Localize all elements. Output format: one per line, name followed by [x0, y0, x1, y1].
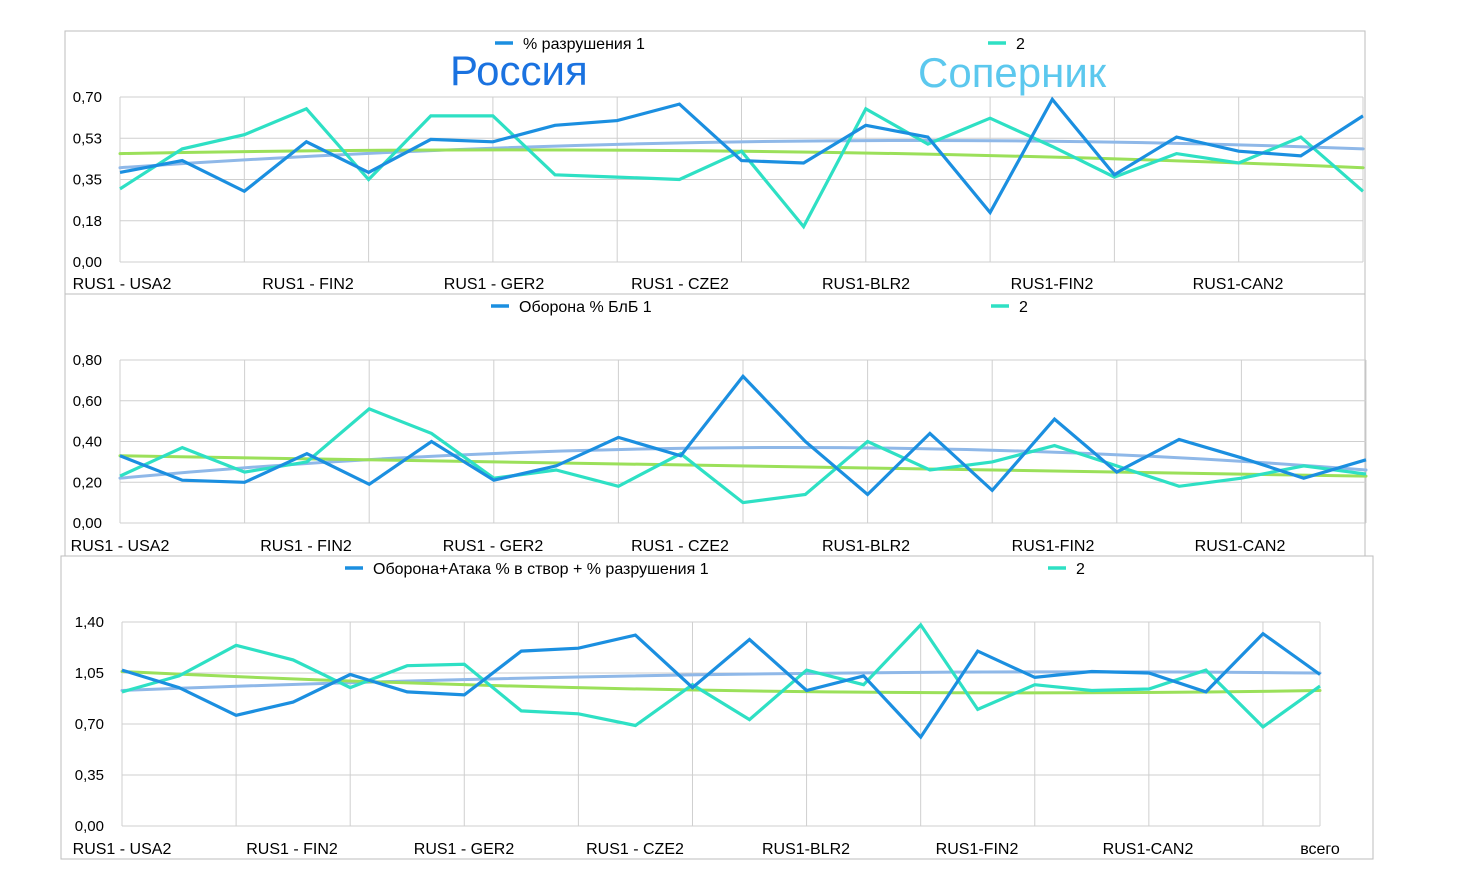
category-label: RUS1-FIN2 — [1011, 276, 1094, 293]
series-line-1 — [119, 373, 1367, 497]
category-label: RUS1-BLR2 — [822, 276, 910, 293]
y-tick-label: 0,35 — [75, 767, 104, 784]
y-tick-label: 0,20 — [73, 474, 102, 491]
y-tick-label: 0,53 — [73, 130, 102, 147]
y-tick-label: 0,70 — [73, 89, 102, 106]
legend-label-1: Оборона % БлБ 1 — [519, 299, 652, 316]
category-label: RUS1-CAN2 — [1193, 276, 1284, 293]
y-tick-label: 0,40 — [73, 434, 102, 451]
y-tick-label: 1,40 — [75, 614, 104, 631]
category-label: RUS1 - FIN2 — [246, 841, 338, 858]
y-tick-label: 0,35 — [73, 172, 102, 189]
category-label: RUS1 - USA2 — [71, 538, 170, 555]
category-label: всего — [1300, 841, 1340, 858]
category-label: RUS1 - GER2 — [443, 538, 544, 555]
category-label: RUS1 - USA2 — [73, 841, 172, 858]
legend-label-2: 2 — [1076, 561, 1085, 578]
y-tick-label: 0,00 — [73, 254, 102, 271]
category-label: RUS1 - CZE2 — [631, 276, 729, 293]
y-tick-label: 0,18 — [73, 213, 102, 230]
y-tick-label: 0,80 — [73, 352, 102, 369]
series-line-1 — [121, 631, 1321, 740]
legend-label-1: Оборона+Атака % в створ + % разрушения 1 — [373, 561, 709, 578]
series-line-2 — [121, 622, 1321, 729]
category-label: RUS1 - FIN2 — [262, 276, 354, 293]
category-label: RUS1-CAN2 — [1195, 538, 1286, 555]
category-label: RUS1 - FIN2 — [260, 538, 352, 555]
category-label: RUS1 - USA2 — [73, 276, 172, 293]
category-label: RUS1-BLR2 — [762, 841, 850, 858]
y-tick-label: 1,05 — [75, 665, 104, 682]
legend-label-2: 2 — [1019, 299, 1028, 316]
chart-frame — [60, 555, 1374, 860]
trend-line-1 — [118, 138, 1365, 170]
category-label: RUS1-FIN2 — [1012, 538, 1095, 555]
category-label: RUS1 - CZE2 — [586, 841, 684, 858]
trend-line-2 — [120, 670, 1322, 695]
russia-title: Россия — [450, 47, 588, 94]
legend-label-1: % разрушения 1 — [523, 36, 645, 53]
trend-line-2 — [118, 454, 1368, 478]
y-tick-label: 0,70 — [75, 716, 104, 733]
opponent-title: Соперник — [918, 49, 1107, 96]
category-label: RUS1 - GER2 — [444, 276, 545, 293]
y-tick-label: 0,60 — [73, 393, 102, 410]
legend-label-2: 2 — [1016, 36, 1025, 53]
category-label: RUS1 - CZE2 — [631, 538, 729, 555]
category-label: RUS1-FIN2 — [936, 841, 1019, 858]
series-line-1 — [119, 96, 1364, 216]
series-line-2 — [119, 106, 1365, 230]
category-label: RUS1-BLR2 — [822, 538, 910, 555]
category-label: RUS1 - GER2 — [414, 841, 515, 858]
category-label: RUS1-CAN2 — [1103, 841, 1194, 858]
y-tick-label: 0,00 — [73, 515, 102, 532]
series-line-2 — [119, 407, 1367, 505]
chart-frame — [64, 293, 1366, 557]
y-tick-label: 0,00 — [75, 818, 104, 835]
